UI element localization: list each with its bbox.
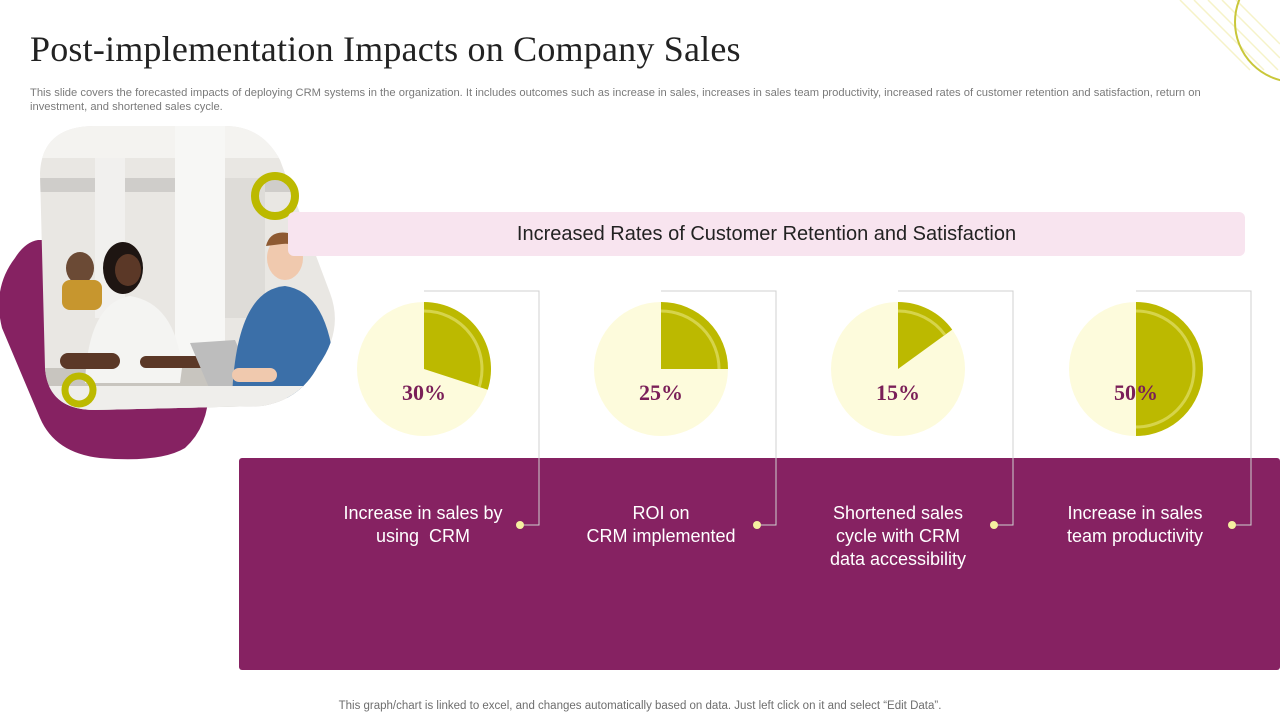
connector-line-3 — [898, 290, 1014, 526]
desc-1-line-2: using CRM — [375, 526, 471, 546]
corner-decoration — [1179, 0, 1280, 82]
connector-dot-2 — [753, 521, 761, 529]
desc-2-line-2: CRM implemented — [586, 526, 736, 546]
desc-3-line-3: data accessibility — [829, 549, 967, 569]
people-meeting-photo-icon — [40, 126, 335, 410]
ring-decoration-icon — [251, 172, 299, 220]
connector-dot-3 — [990, 521, 998, 529]
pie-slice-highlight-2 — [660, 309, 721, 370]
pie-slice-4 — [1136, 302, 1203, 436]
desc-4-line-1: Increase in sales — [1067, 503, 1203, 523]
pie-slice-3 — [898, 302, 953, 369]
desc-3-line-1: Shortened sales — [832, 503, 964, 523]
pie-slice-highlight-1 — [423, 309, 484, 388]
connector-line-2 — [661, 290, 777, 526]
desc-2-line-1: ROI on — [632, 503, 690, 523]
metric-description-3: Shortened sales cycle with CRM data acce… — [803, 502, 993, 571]
desc-1-line-1: Increase in sales by — [343, 503, 503, 523]
pie-slice-2 — [661, 302, 728, 369]
pie-value-label-1: 30% — [402, 380, 446, 405]
pie-slice-highlight-4 — [1135, 309, 1196, 429]
metric-description-4: Increase in sales team productivity — [1040, 502, 1230, 548]
connector-line-1 — [424, 290, 540, 526]
retention-banner: Increased Rates of Customer Retention an… — [288, 212, 1245, 256]
pie-value-label-3: 15% — [876, 380, 920, 405]
metric-description-1: Increase in sales by using CRM — [328, 502, 518, 548]
connector-dot-4 — [1228, 521, 1236, 529]
desc-4-line-2: team productivity — [1066, 526, 1204, 546]
desc-3-line-2: cycle with CRM — [835, 526, 960, 546]
description-panel — [239, 458, 1280, 670]
connector-dot-1 — [516, 521, 524, 529]
ring-decoration-small-icon — [61, 372, 97, 408]
page-title: Post-implementation Impacts on Company S… — [30, 29, 741, 69]
footer-note: This graph/chart is linked to excel, and… — [338, 700, 942, 712]
metric-description-2: ROI on CRM implemented — [566, 502, 756, 548]
connector-line-4 — [1136, 290, 1252, 526]
pie-slice-highlight-3 — [897, 309, 947, 336]
pie-value-label-4: 50% — [1114, 380, 1158, 405]
pie-value-label-2: 25% — [639, 380, 683, 405]
photo-illustration — [0, 126, 335, 460]
page-subtitle: This slide covers the forecasted impacts… — [30, 87, 1201, 113]
pie-slice-1 — [424, 302, 491, 390]
